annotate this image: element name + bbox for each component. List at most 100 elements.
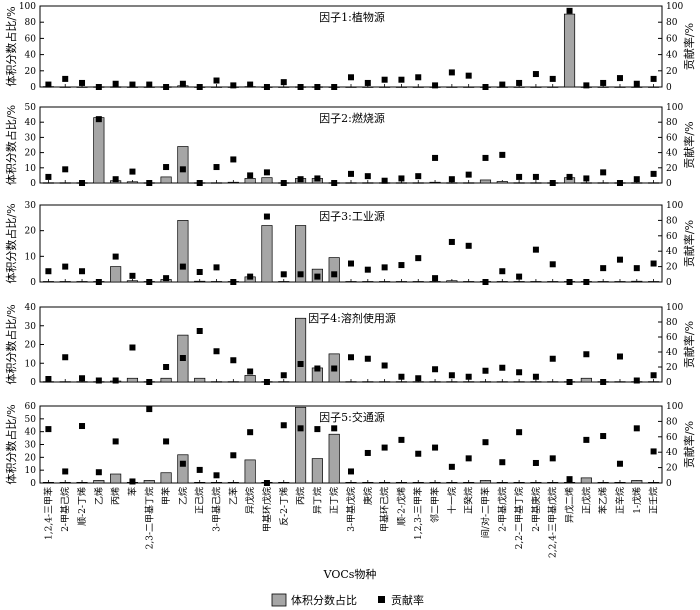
bar [513, 482, 525, 484]
bar [479, 480, 492, 484]
bar [76, 482, 88, 484]
bar [295, 406, 307, 484]
contribution-marker [415, 450, 422, 457]
contribution-marker [616, 353, 623, 360]
category-label: 丙烯 [110, 487, 122, 505]
contribution-marker [633, 377, 640, 384]
contribution-marker [45, 426, 52, 433]
category-label: 间/对-二甲苯 [479, 487, 491, 538]
panel-4: 0 10 20 30 40 0 20 40 60 80 100 体积分数占比/% 贡献率/% 因子4:溶剂… [4, 303, 696, 388]
contribution-marker [230, 82, 237, 89]
category-label: 顺-2-戊烯 [395, 487, 407, 526]
bar [345, 381, 357, 383]
contribution-marker [163, 438, 170, 445]
panel-5: 0 10 20 30 40 50 60 0 20 40 60 80 100 体积分数占比/% 贡献率/% 因子… [4, 402, 696, 489]
bar [412, 86, 424, 88]
bar [530, 182, 542, 184]
bar [194, 280, 206, 283]
bar [160, 176, 172, 184]
category-label: 十一烷 [446, 487, 458, 514]
bar [429, 482, 441, 484]
bar [244, 375, 256, 383]
contribution-marker [364, 266, 371, 273]
contribution-marker [263, 84, 270, 90]
contribution-marker [415, 375, 422, 382]
contribution-marker [95, 469, 102, 476]
contribution-marker [280, 372, 287, 379]
category-label: 1-戊烯 [631, 487, 643, 514]
bar [496, 482, 508, 484]
y-tick-label: 80 [25, 18, 37, 28]
bar [379, 482, 391, 484]
y2-tick-label: 80 [666, 417, 678, 427]
bar [547, 281, 559, 283]
y2-tick-label: 40 [666, 149, 678, 159]
bar [362, 182, 374, 184]
contribution-marker [331, 180, 338, 186]
contribution-marker [230, 357, 237, 364]
bar [597, 86, 609, 88]
contribution-marker [213, 348, 220, 355]
y2-tick-label: 20 [666, 363, 678, 373]
bar [580, 477, 592, 484]
bar [362, 482, 374, 484]
contribution-marker [432, 275, 439, 282]
y2-tick-label: 20 [666, 164, 678, 174]
contribution-marker [146, 279, 153, 285]
bar [513, 182, 525, 184]
bar [395, 381, 407, 383]
bar [93, 480, 105, 484]
category-label: 异戊二烯 [564, 487, 576, 523]
y2-tick-label: 100 [666, 402, 683, 412]
contribution-marker [45, 268, 52, 275]
bar [59, 482, 71, 484]
contribution-marker [499, 459, 506, 466]
y-tick-label: 20 [25, 227, 37, 237]
contribution-marker [482, 154, 489, 161]
y2-tick-label: 60 [666, 133, 678, 143]
bar [429, 281, 441, 283]
y2-tick-label: 40 [666, 348, 678, 358]
bar [177, 454, 189, 484]
bar [648, 281, 660, 283]
bar [210, 482, 223, 484]
contribution-marker [633, 425, 640, 432]
bar [412, 381, 424, 383]
bar [126, 181, 139, 184]
contribution-marker [297, 84, 304, 90]
bar [362, 381, 374, 383]
contribution-marker [196, 466, 203, 473]
y-axis-label: 体积分数占比/% [4, 105, 18, 185]
contribution-marker [331, 84, 338, 90]
category-label: 2-甲基戊烷 [496, 487, 508, 532]
contribution-marker [398, 436, 405, 443]
y2-tick-label: 0 [666, 179, 672, 189]
contribution-marker [79, 375, 86, 382]
category-label: 正辛烷 [614, 487, 626, 514]
contribution-marker [482, 279, 489, 285]
bar [648, 86, 660, 88]
contribution-marker [95, 84, 102, 90]
bar [194, 482, 206, 484]
contribution-marker [499, 81, 506, 88]
bar [110, 266, 122, 283]
bar [446, 280, 458, 283]
y2-tick-label: 0 [666, 83, 672, 93]
bar [93, 117, 105, 184]
contribution-marker [633, 80, 640, 87]
bar [530, 281, 542, 283]
y-tick-label: 0 [30, 179, 36, 189]
bar [395, 482, 407, 484]
contribution-marker [297, 176, 304, 183]
contribution-marker [348, 354, 354, 361]
bar [210, 86, 223, 88]
y2-axis-label: 贡献率/% [682, 321, 696, 368]
contribution-marker [62, 166, 69, 173]
contribution-marker [448, 238, 455, 245]
y-tick-label: 10 [25, 164, 37, 174]
y-tick-label: 40 [25, 428, 37, 438]
contribution-marker [516, 273, 523, 280]
y2-axis-label: 贡献率/% [682, 121, 696, 168]
bar [597, 182, 609, 184]
